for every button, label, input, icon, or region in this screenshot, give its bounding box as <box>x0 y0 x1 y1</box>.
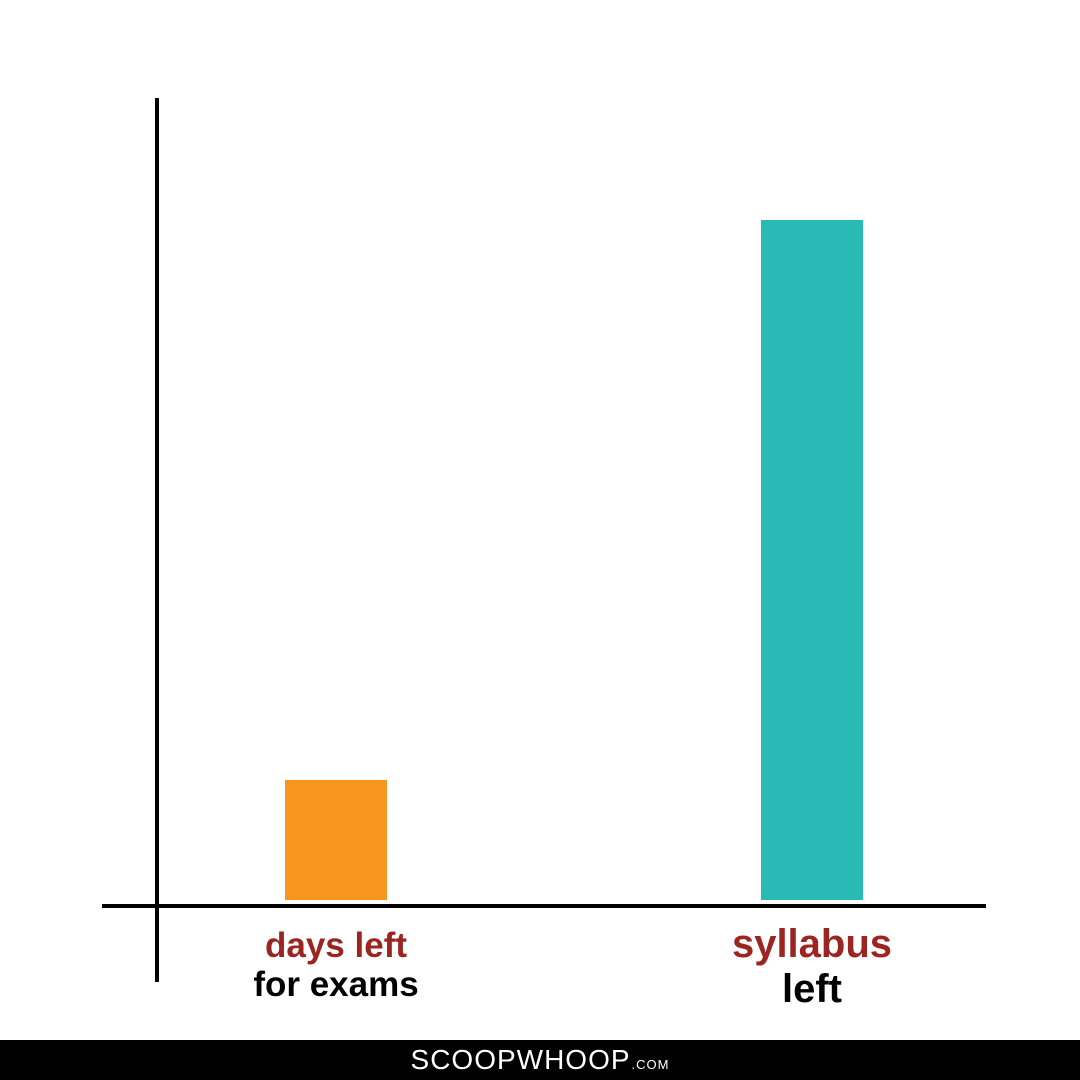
category-label-line-2: left <box>782 966 842 1011</box>
brand-logo-suffix: .COM <box>631 1057 670 1072</box>
category-label-line-1: syllabus <box>731 922 893 966</box>
bar-syllabus-left <box>761 220 863 900</box>
bar-chart <box>102 98 986 982</box>
category-label-syllabus-left: syllabus left <box>692 922 932 1012</box>
bar-days-left-for-exams <box>285 780 387 900</box>
category-label-line-1: days left <box>265 926 407 965</box>
brand-logo-text: SCOOPWHOOP <box>410 1044 631 1075</box>
category-label-line-2: for exams <box>253 965 419 1005</box>
footer-bar: SCOOPWHOOP .COM <box>0 1040 1080 1080</box>
category-label-days-left-for-exams: days left for exams <box>216 926 456 1004</box>
